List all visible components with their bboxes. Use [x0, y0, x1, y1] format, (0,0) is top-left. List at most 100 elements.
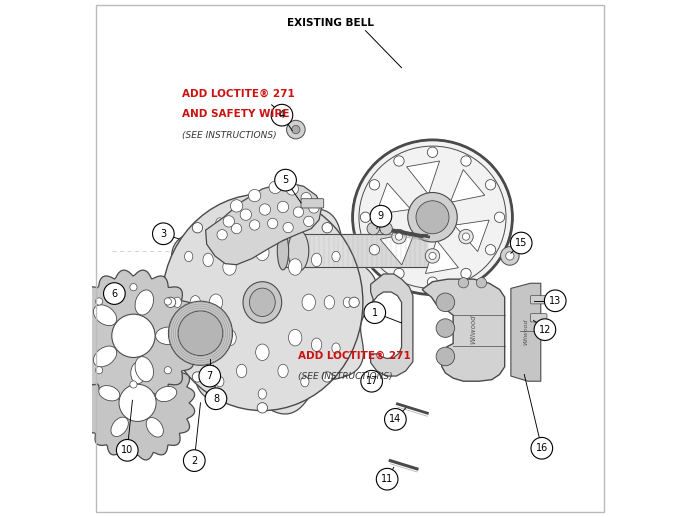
- Circle shape: [277, 201, 288, 212]
- Ellipse shape: [155, 386, 176, 402]
- Ellipse shape: [135, 357, 153, 382]
- Ellipse shape: [93, 346, 117, 367]
- Circle shape: [95, 298, 103, 305]
- Ellipse shape: [353, 140, 512, 295]
- Circle shape: [545, 290, 566, 312]
- Ellipse shape: [256, 344, 269, 360]
- Circle shape: [230, 200, 243, 212]
- Circle shape: [292, 126, 300, 134]
- Circle shape: [130, 381, 137, 388]
- Circle shape: [416, 201, 449, 234]
- Circle shape: [384, 408, 406, 430]
- Ellipse shape: [216, 376, 224, 387]
- Circle shape: [377, 468, 398, 490]
- Circle shape: [267, 218, 278, 229]
- Circle shape: [165, 297, 176, 308]
- Text: 15: 15: [515, 238, 527, 248]
- Circle shape: [304, 216, 314, 226]
- Polygon shape: [80, 346, 195, 460]
- Circle shape: [380, 222, 392, 235]
- Ellipse shape: [237, 364, 247, 378]
- Circle shape: [322, 223, 332, 233]
- Circle shape: [169, 301, 232, 365]
- Text: (SEE INSTRUCTIONS): (SEE INSTRUCTIONS): [183, 131, 277, 140]
- Ellipse shape: [155, 327, 181, 345]
- Text: 10: 10: [121, 445, 134, 455]
- Ellipse shape: [146, 418, 163, 437]
- Ellipse shape: [203, 338, 214, 352]
- Circle shape: [119, 384, 156, 421]
- Circle shape: [427, 147, 438, 158]
- Polygon shape: [422, 279, 505, 381]
- Polygon shape: [370, 274, 413, 376]
- Ellipse shape: [288, 258, 302, 275]
- Circle shape: [370, 205, 392, 227]
- Ellipse shape: [288, 329, 302, 346]
- Circle shape: [458, 278, 468, 288]
- Ellipse shape: [249, 288, 275, 316]
- Ellipse shape: [332, 251, 340, 262]
- Circle shape: [463, 233, 470, 240]
- Ellipse shape: [135, 290, 153, 315]
- Polygon shape: [407, 161, 440, 194]
- Circle shape: [349, 297, 359, 308]
- Text: 14: 14: [389, 414, 402, 424]
- Text: 12: 12: [539, 325, 551, 334]
- Circle shape: [370, 245, 379, 255]
- Circle shape: [199, 365, 220, 387]
- Circle shape: [394, 156, 404, 166]
- Ellipse shape: [209, 294, 223, 311]
- Circle shape: [271, 104, 293, 126]
- Circle shape: [257, 192, 267, 202]
- Circle shape: [429, 252, 436, 260]
- Circle shape: [286, 183, 298, 195]
- Text: Wilwood: Wilwood: [524, 319, 528, 345]
- Circle shape: [274, 169, 296, 191]
- Circle shape: [364, 302, 386, 324]
- Ellipse shape: [312, 338, 322, 352]
- Circle shape: [293, 207, 304, 217]
- Circle shape: [183, 450, 205, 472]
- Polygon shape: [380, 232, 414, 265]
- Circle shape: [461, 156, 471, 166]
- Polygon shape: [206, 182, 321, 265]
- Circle shape: [485, 179, 496, 190]
- Text: 17: 17: [365, 376, 378, 386]
- Polygon shape: [68, 270, 199, 402]
- Circle shape: [217, 230, 228, 240]
- Circle shape: [360, 370, 382, 392]
- Ellipse shape: [223, 329, 236, 346]
- Circle shape: [249, 220, 260, 230]
- Circle shape: [360, 212, 370, 222]
- Ellipse shape: [312, 253, 322, 267]
- Ellipse shape: [237, 227, 247, 240]
- Circle shape: [130, 284, 137, 291]
- Ellipse shape: [111, 417, 128, 436]
- Ellipse shape: [256, 244, 269, 261]
- Ellipse shape: [302, 294, 316, 311]
- Ellipse shape: [258, 206, 267, 216]
- Circle shape: [283, 222, 293, 233]
- Ellipse shape: [203, 253, 214, 267]
- Circle shape: [81, 332, 88, 340]
- Ellipse shape: [185, 343, 193, 353]
- Circle shape: [112, 314, 155, 357]
- Text: 7: 7: [206, 371, 213, 381]
- Circle shape: [286, 120, 305, 139]
- Ellipse shape: [258, 389, 267, 399]
- Circle shape: [301, 192, 312, 203]
- FancyBboxPatch shape: [531, 296, 547, 304]
- Circle shape: [322, 372, 332, 382]
- Text: Wilwood: Wilwood: [470, 315, 477, 344]
- Ellipse shape: [278, 364, 288, 378]
- Polygon shape: [158, 196, 377, 414]
- Circle shape: [193, 372, 202, 382]
- Text: 2: 2: [191, 455, 197, 466]
- Polygon shape: [450, 170, 485, 202]
- Circle shape: [476, 278, 486, 288]
- Ellipse shape: [185, 251, 193, 262]
- Text: EXISTING BELL: EXISTING BELL: [287, 18, 374, 27]
- Ellipse shape: [216, 218, 224, 228]
- Text: 8: 8: [213, 394, 219, 404]
- Circle shape: [458, 230, 473, 244]
